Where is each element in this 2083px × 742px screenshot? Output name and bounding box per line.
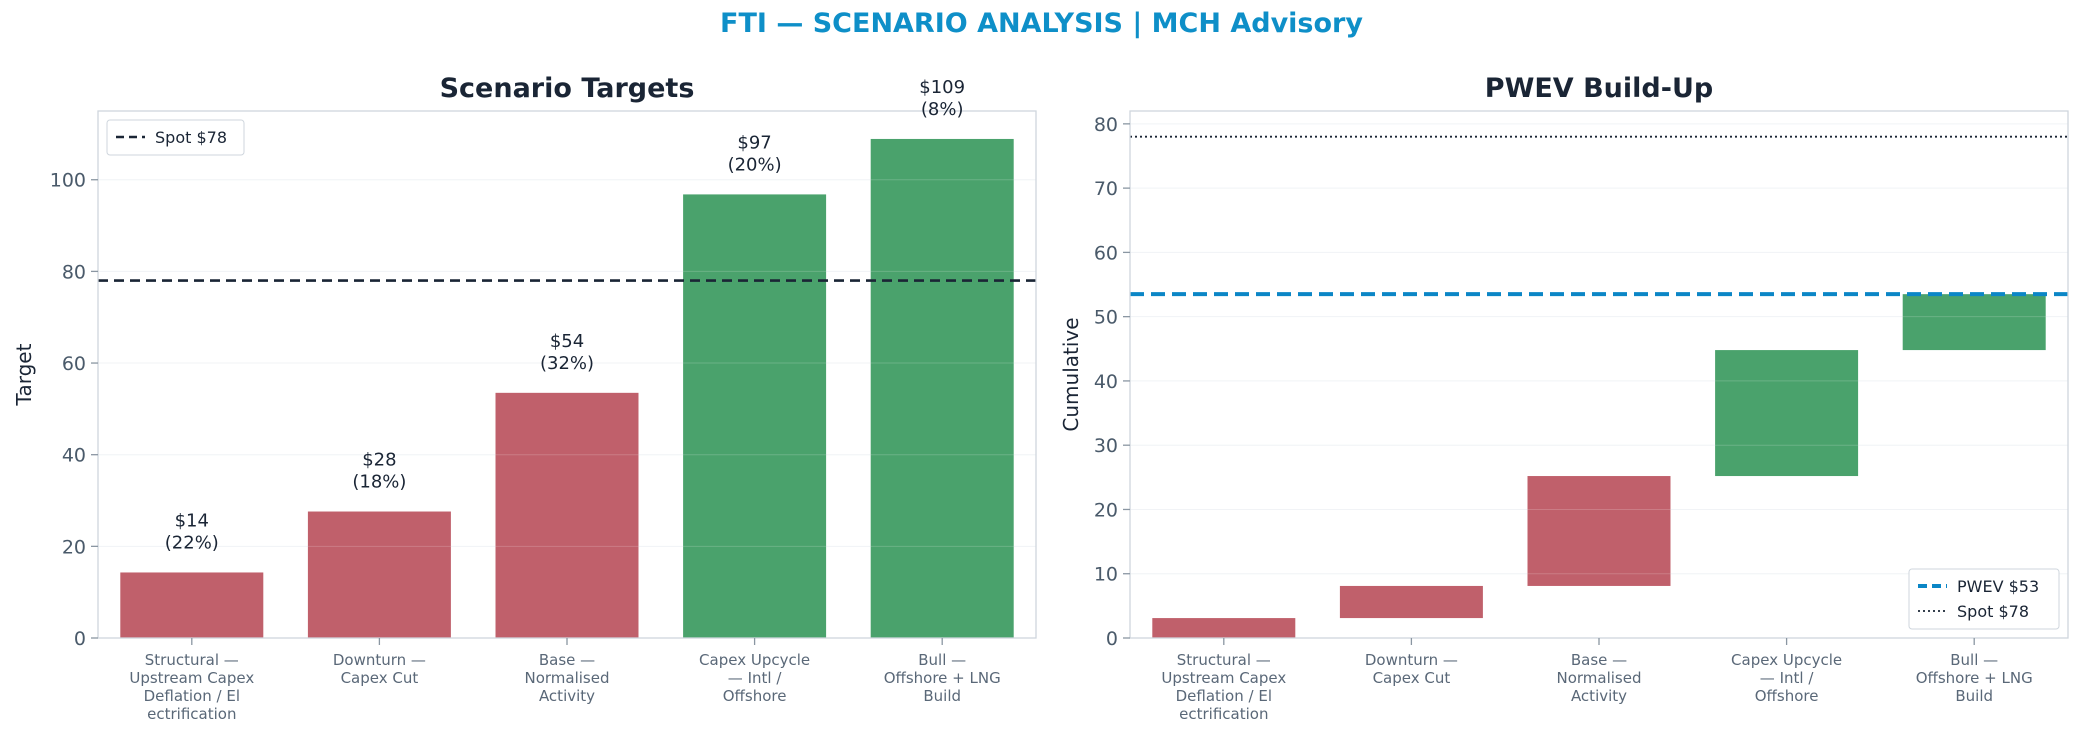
bar-2: [307, 511, 451, 638]
legend: PWEV $53 Spot $78: [1908, 568, 2060, 630]
bar-1: [1152, 618, 1296, 638]
y-tick-label: 40: [1094, 371, 1118, 393]
y-tick-label: 0: [1106, 628, 1118, 650]
legend-label-1: Spot $78: [155, 128, 227, 147]
y-tick-label: 50: [1094, 307, 1118, 329]
panel-title: PWEV Build-Up: [1485, 73, 1713, 104]
legend: Spot $78: [106, 119, 245, 156]
bar-3: [495, 392, 639, 638]
y-tick-label: 20: [1094, 499, 1118, 521]
category-label-5: Bull — Offshore + LNG Build: [1916, 651, 2033, 705]
y-tick-label: 40: [62, 445, 86, 467]
category-label-3: Base — Normalised Activity: [524, 651, 609, 705]
y-tick-label: 20: [62, 536, 86, 558]
panel-2: 0 10 20 30 40 50 60 70 80 Structural — Upstream Ca…: [1059, 73, 2069, 723]
y-tick-label: 60: [62, 353, 86, 375]
figure-title: FTI — SCENARIO ANALYSIS | MCH Advisory: [720, 8, 1363, 39]
category-label-5: Bull — Offshore + LNG Build: [884, 651, 1001, 705]
bar-5: [1902, 294, 2046, 351]
y-tick-label: 100: [50, 170, 86, 192]
y-tick-label: 10: [1094, 564, 1118, 586]
category-label-4: Capex Upcycle — Intl / Offshore: [699, 651, 810, 705]
data-label-1: $14 (22%): [165, 510, 219, 553]
y-tick-label: 30: [1094, 435, 1118, 457]
y-axis-label: Cumulative: [1059, 317, 1083, 431]
y-tick-label: 80: [1094, 114, 1118, 136]
category-label-2: Downturn — Capex Cut: [333, 651, 426, 687]
data-label-5: $109 (8%): [919, 77, 965, 120]
legend-label-2: Spot $78: [1957, 602, 2029, 621]
data-label-2: $28 (18%): [352, 450, 406, 493]
y-axis-label: Target: [12, 343, 36, 406]
y-tick-label: 80: [62, 261, 86, 283]
bar-4: [1715, 350, 1859, 477]
bar-3: [1527, 476, 1671, 586]
category-label-4: Capex Upcycle — Intl / Offshore: [1731, 651, 1842, 705]
y-tick-label: 60: [1094, 242, 1118, 264]
category-label-2: Downturn — Capex Cut: [1365, 651, 1458, 687]
bar-1: [120, 572, 264, 638]
legend-label-1: PWEV $53: [1957, 577, 2039, 596]
category-label-3: Base — Normalised Activity: [1556, 651, 1641, 705]
bar-2: [1339, 585, 1483, 619]
category-label-1: Structural — Upstream Capex Deflation / El…: [1161, 651, 1286, 723]
category-label-1: Structural — Upstream Capex Deflation / El…: [129, 651, 254, 723]
legend-box: [106, 119, 245, 156]
y-tick-label: 0: [74, 628, 86, 650]
y-tick-label: 70: [1094, 178, 1118, 200]
panel-title: Scenario Targets: [440, 73, 695, 104]
data-label-3: $54 (32%): [540, 331, 594, 374]
data-label-4: $97 (20%): [728, 132, 782, 175]
panel-1: 0 20 40 60 80 100 Structural — Upstream Capex De…: [12, 73, 1037, 723]
bar-4: [683, 194, 827, 638]
bar-5: [870, 138, 1014, 638]
